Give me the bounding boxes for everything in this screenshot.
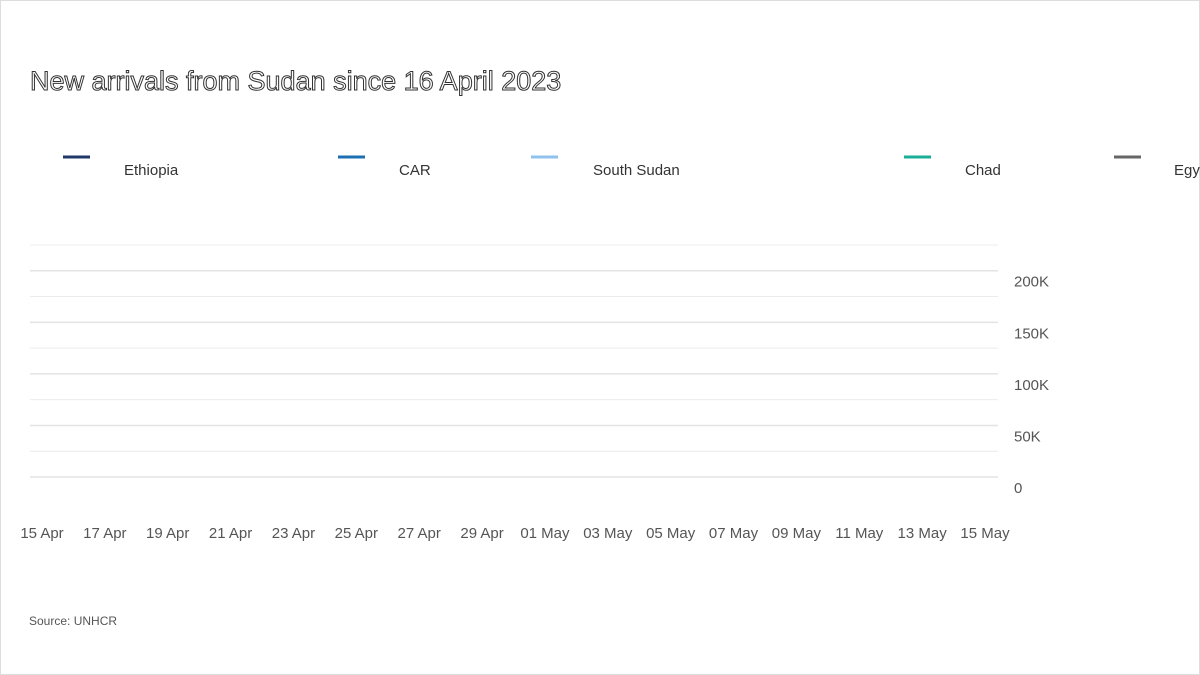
x-tick-label: 15 Apr: [20, 525, 63, 542]
x-tick-label: 23 Apr: [272, 525, 315, 542]
y-tick-label: 150K: [1014, 325, 1049, 342]
legend-label: South Sudan: [593, 162, 680, 179]
x-tick-label: 19 Apr: [146, 525, 189, 542]
x-tick-label: 05 May: [646, 525, 696, 542]
x-tick-label: 01 May: [520, 525, 570, 542]
legend-label: Chad: [965, 162, 1001, 179]
x-tick-label: 03 May: [583, 525, 633, 542]
legend-label: CAR: [399, 162, 431, 179]
y-tick-label: 100K: [1014, 377, 1049, 394]
x-tick-label: 27 Apr: [398, 525, 441, 542]
x-tick-label: 15 May: [960, 525, 1010, 542]
x-tick-label: 13 May: [898, 525, 948, 542]
x-tick-label: 11 May: [835, 525, 884, 542]
y-tick-label: 50K: [1014, 428, 1041, 445]
x-tick-label: 07 May: [709, 525, 759, 542]
y-tick-label: 200K: [1014, 274, 1049, 291]
source: Source: UNHCR: [29, 614, 117, 628]
y-tick-label: 0: [1014, 480, 1022, 497]
legend-label: Ethiopia: [124, 162, 179, 179]
x-tick-label: 17 Apr: [83, 525, 126, 542]
x-tick-label: 25 Apr: [335, 525, 378, 542]
legend-label: Egy: [1174, 162, 1200, 179]
x-tick-label: 29 Apr: [460, 525, 503, 542]
chart-title: New arrivals from Sudan since 16 April 2…: [30, 66, 561, 96]
x-tick-label: 21 Apr: [209, 525, 252, 542]
x-tick-label: 09 May: [772, 525, 822, 542]
